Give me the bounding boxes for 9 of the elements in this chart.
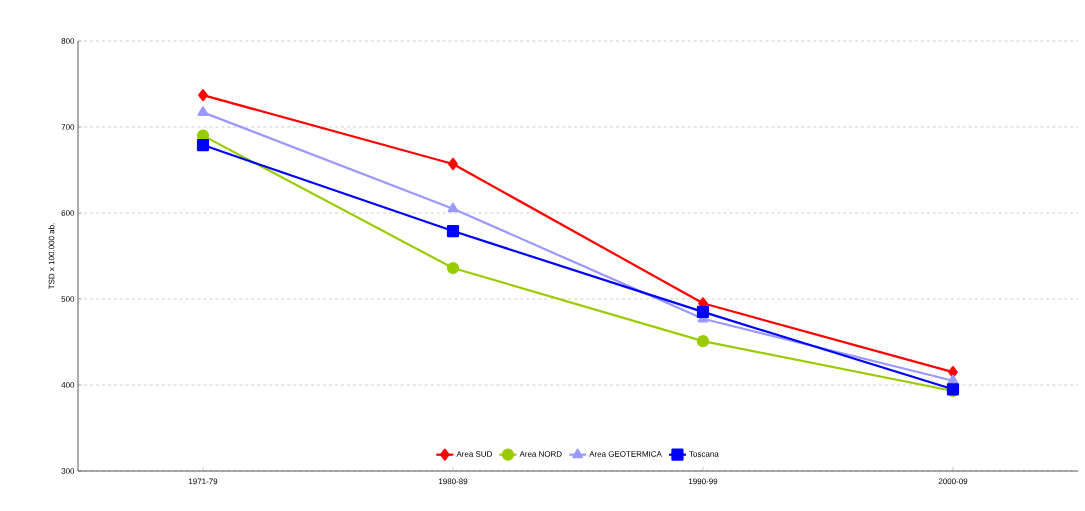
point: [696, 305, 710, 318]
point: [447, 202, 459, 213]
point: [696, 335, 710, 348]
point: [196, 138, 210, 152]
point: [446, 224, 460, 238]
point: [446, 261, 460, 275]
point: [448, 157, 458, 171]
point: [198, 89, 208, 102]
point: [197, 106, 209, 116]
